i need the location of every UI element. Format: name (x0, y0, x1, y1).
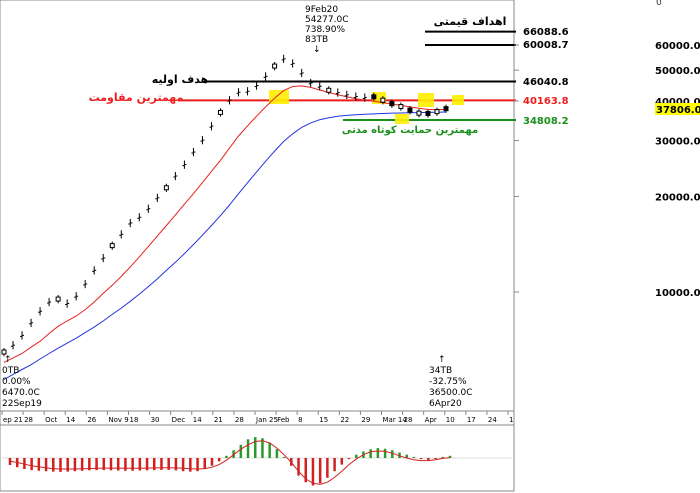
start-price: 6470.0C (2, 388, 40, 398)
x-tick-label: 28 (235, 416, 244, 424)
x-tick-label: Feb (277, 416, 290, 424)
y-tick-label: 40000.0 (655, 97, 700, 108)
x-tick-label: 26 (87, 416, 96, 424)
highlight-mark (269, 90, 289, 104)
level-label-key-resistance: 40163.8 (523, 96, 569, 107)
start-arrow-icon: ↑ (4, 355, 12, 365)
end-date: 6Apr20 (429, 399, 462, 409)
candle-body (1, 349, 7, 355)
candle-body (217, 109, 223, 115)
candle-body (163, 185, 169, 191)
candle-body (425, 111, 431, 117)
x-tick-label: Nov 9 (108, 416, 128, 424)
y-tick-label: 60000.0 (655, 41, 700, 52)
price-axis-ticks: 60000.0 50000.0 40000.0 30000.0 20000.0 10000… (514, 41, 700, 299)
x-tick-label: 24 (488, 416, 497, 424)
macd-signal-line (9, 440, 451, 485)
x-tick-label: Oct (45, 416, 57, 424)
price-candles (1, 54, 449, 357)
candle-body (434, 109, 440, 115)
x-tick-label: 14 (66, 416, 75, 424)
moving-averages (3, 85, 447, 380)
candle-body (389, 101, 395, 107)
last-price-label: 37806.0 (656, 105, 700, 116)
x-tick-label: 28 (404, 416, 413, 424)
peak-date: 9Feb20 (305, 5, 338, 15)
highlight-mark (418, 93, 434, 107)
x-tick-label: 17 (467, 416, 476, 424)
x-tick-label: 10 (446, 416, 455, 424)
level-label-key-support: 34808.2 (523, 116, 569, 127)
price-axis-corner-label: 0 (656, 0, 662, 8)
ma-slow-line (3, 111, 447, 380)
x-tick-label: 28 (24, 416, 33, 424)
price-panel (0, 0, 515, 412)
last-price-badge (655, 103, 700, 115)
peak-bars: 83TB (305, 35, 328, 45)
level-label-target-2: 60008.7 (523, 40, 569, 51)
y-tick-label: 50000.0 (655, 66, 700, 77)
x-tick-label: Dec (172, 416, 186, 424)
end-price: 36500.0C (429, 388, 473, 398)
end-bars: 34TB (429, 366, 452, 376)
date-axis-ticks: ep 21 28 Oct 14 26 Nov 9 18 30 Dec 14 21 28 Jan 25 Fe… (1, 411, 513, 424)
x-tick-label: 15 (319, 416, 328, 424)
start-annotation: ↑ 0TB 0.00% 6470.0C 22Sep19 (2, 355, 42, 409)
x-tick-label: 8 (298, 416, 302, 424)
y-tick-label: 10000.0 (655, 288, 700, 299)
candle-body (443, 106, 449, 112)
end-change: -32.75% (429, 377, 467, 387)
macd-histogram (2, 437, 512, 486)
x-tick-label: ep 21 (3, 416, 23, 424)
initial-target-label: هدف اولیه (152, 73, 209, 86)
candle-body (416, 110, 422, 116)
peak-change: 738.90% (305, 25, 345, 35)
key-support-label: مهمترین حمایت کوتاه مدتی (342, 125, 478, 136)
x-tick-label: 21 (214, 416, 223, 424)
candle-body (407, 107, 413, 113)
y-tick-label: 30000.0 (655, 137, 700, 148)
candle-body (55, 296, 61, 302)
x-tick-label: 14 (193, 416, 202, 424)
x-tick-label: 1 (509, 416, 513, 424)
level-label-target-1: 66088.6 (523, 27, 569, 38)
targets-title: اهداف قیمتی (434, 15, 507, 28)
start-bars: 0TB (2, 366, 19, 376)
highlight-mark (452, 95, 464, 105)
x-tick-label: 22 (340, 416, 349, 424)
start-change: 0.00% (2, 377, 31, 387)
end-annotation: ↑ 34TB -32.75% 36500.0C 6Apr20 (429, 355, 473, 409)
peak-annotation: 9Feb20 54277.0C 738.90% 83TB ↓ (305, 5, 349, 55)
candle-body (109, 243, 115, 249)
x-tick-label: Mar 14 (383, 416, 408, 424)
peak-arrow-icon: ↓ (313, 45, 321, 55)
candle-body (272, 63, 278, 69)
level-label-initial-target: 46040.8 (523, 77, 569, 88)
x-tick-label: Apr (425, 416, 437, 424)
start-date: 22Sep19 (2, 399, 42, 409)
ma-fast-line (3, 85, 447, 363)
x-tick-label: 18 (130, 416, 139, 424)
candle-body (371, 94, 377, 100)
highlight-mark (395, 114, 409, 124)
candle-body (326, 87, 332, 93)
candle-body (398, 104, 404, 110)
end-arrow-icon: ↑ (438, 355, 446, 365)
candle-body (380, 97, 386, 103)
x-tick-label: 29 (361, 416, 370, 424)
x-tick-label: 30 (151, 416, 160, 424)
x-tick-label: Jan 25 (255, 416, 278, 424)
key-resistance-label: مهمترین مقاومت (89, 91, 184, 104)
peak-price: 54277.0C (305, 15, 349, 25)
y-tick-label: 20000.0 (655, 192, 700, 203)
